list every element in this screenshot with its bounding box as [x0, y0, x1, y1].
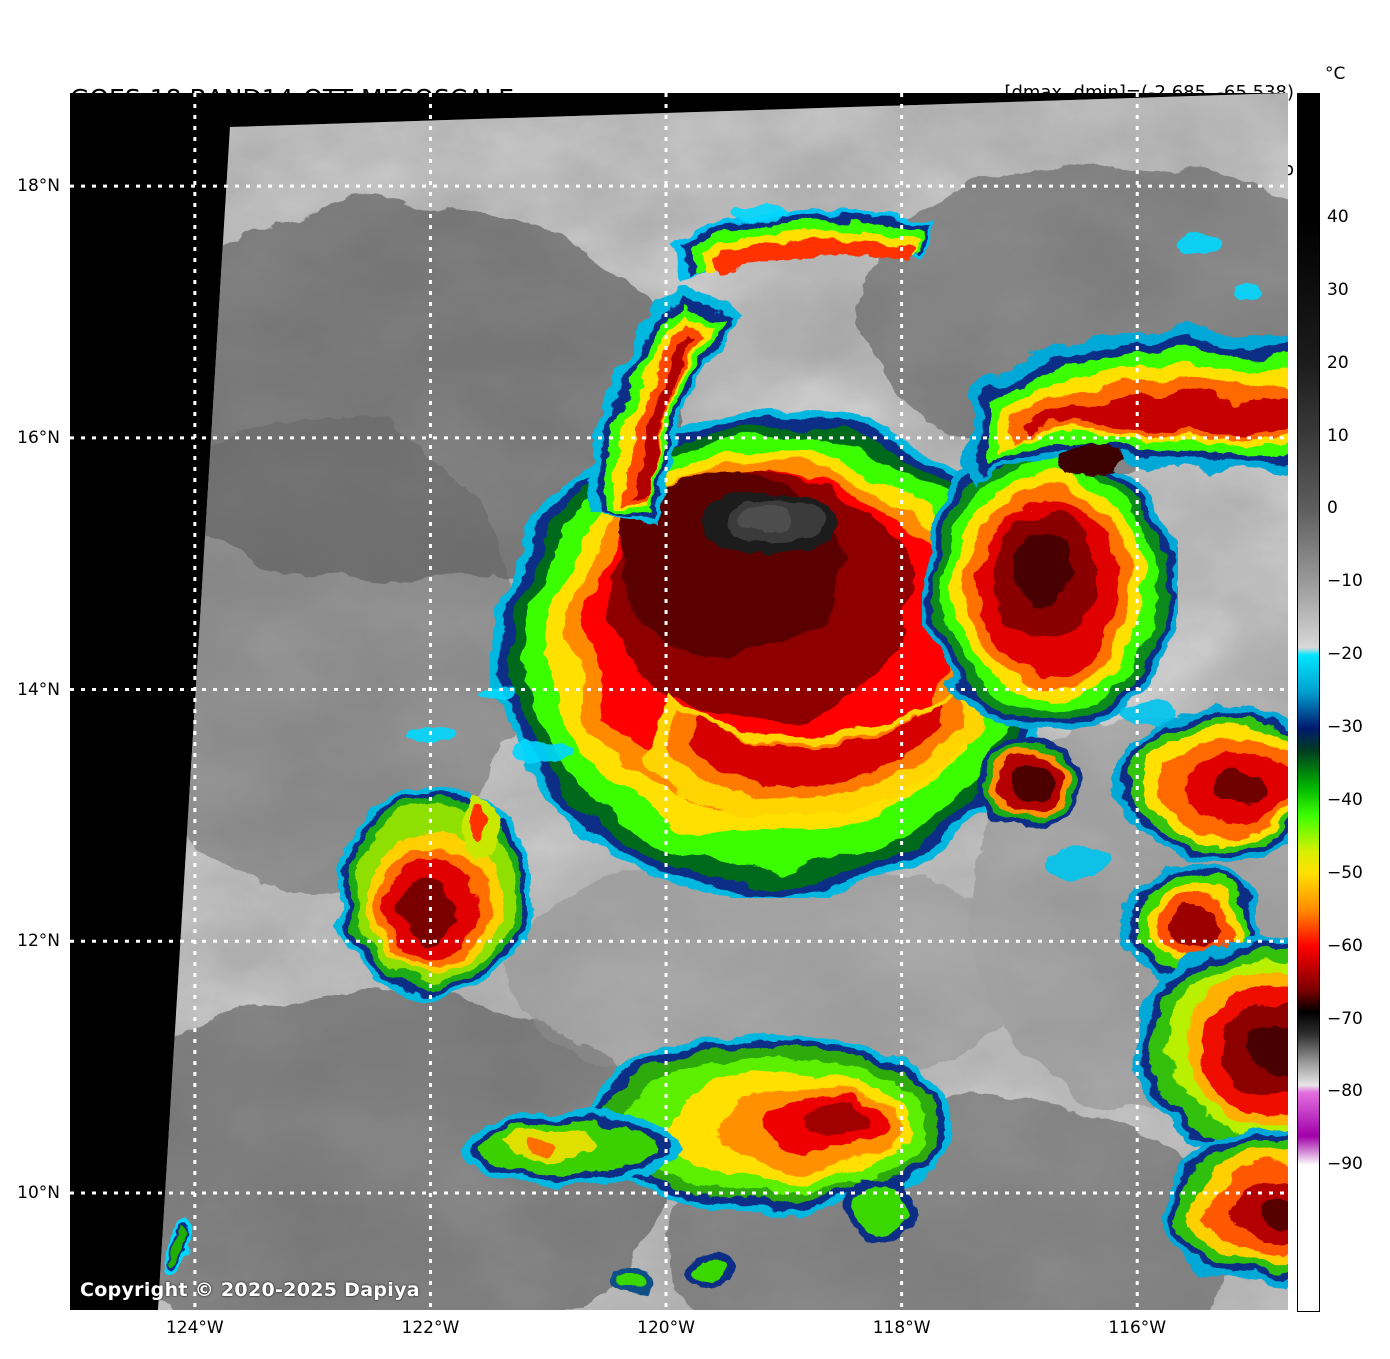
colorbar	[1297, 93, 1320, 1312]
longitude-tick-label: 122°W	[401, 1318, 460, 1338]
colorbar-tick-label: −60	[1327, 935, 1363, 956]
colorbar-tick-label: −40	[1327, 789, 1363, 810]
satellite-imagery	[70, 93, 1288, 1310]
latitude-tick-label: 10°N	[17, 1182, 60, 1203]
latitude-tick-label: 18°N	[17, 176, 60, 197]
colorbar-tick-label: −10	[1327, 571, 1363, 592]
longitude-tick-label: 124°W	[165, 1318, 224, 1338]
colorbar-tick-label: −30	[1327, 717, 1363, 737]
copyright-label: Copyright © 2020-2025 Dapiya	[80, 1279, 420, 1301]
latitude-tick-label: 12°N	[17, 931, 60, 952]
colorbar-gradient	[1298, 94, 1319, 1311]
colorbar-tick-label: −50	[1327, 862, 1363, 883]
longitude-tick-label: 118°W	[872, 1318, 931, 1338]
colorbar-tick-label: 0	[1327, 498, 1338, 519]
longitude-tick-label: 116°W	[1108, 1318, 1167, 1338]
colorbar-tick-label: 30	[1327, 279, 1349, 300]
latitude-tick-label: 14°N	[17, 679, 60, 700]
satellite-image-panel: Copyright © 2020-2025 Dapiya	[70, 93, 1288, 1310]
colorbar-tick-label: −70	[1327, 1008, 1363, 1029]
colorbar-tick-label: 10	[1327, 425, 1349, 446]
colorbar-tick-label: −80	[1327, 1081, 1363, 1102]
colorbar-unit-label: °C	[1325, 64, 1346, 84]
colorbar-tick-label: 20	[1327, 352, 1349, 373]
latitude-tick-label: 16°N	[17, 427, 60, 448]
longitude-tick-label: 120°W	[637, 1318, 695, 1338]
colorbar-tick-label: 40	[1327, 206, 1349, 227]
colorbar-tick-label: −90	[1327, 1154, 1363, 1175]
graticule-lines	[70, 93, 1288, 1310]
colorbar-tick-label: −20	[1327, 644, 1363, 665]
